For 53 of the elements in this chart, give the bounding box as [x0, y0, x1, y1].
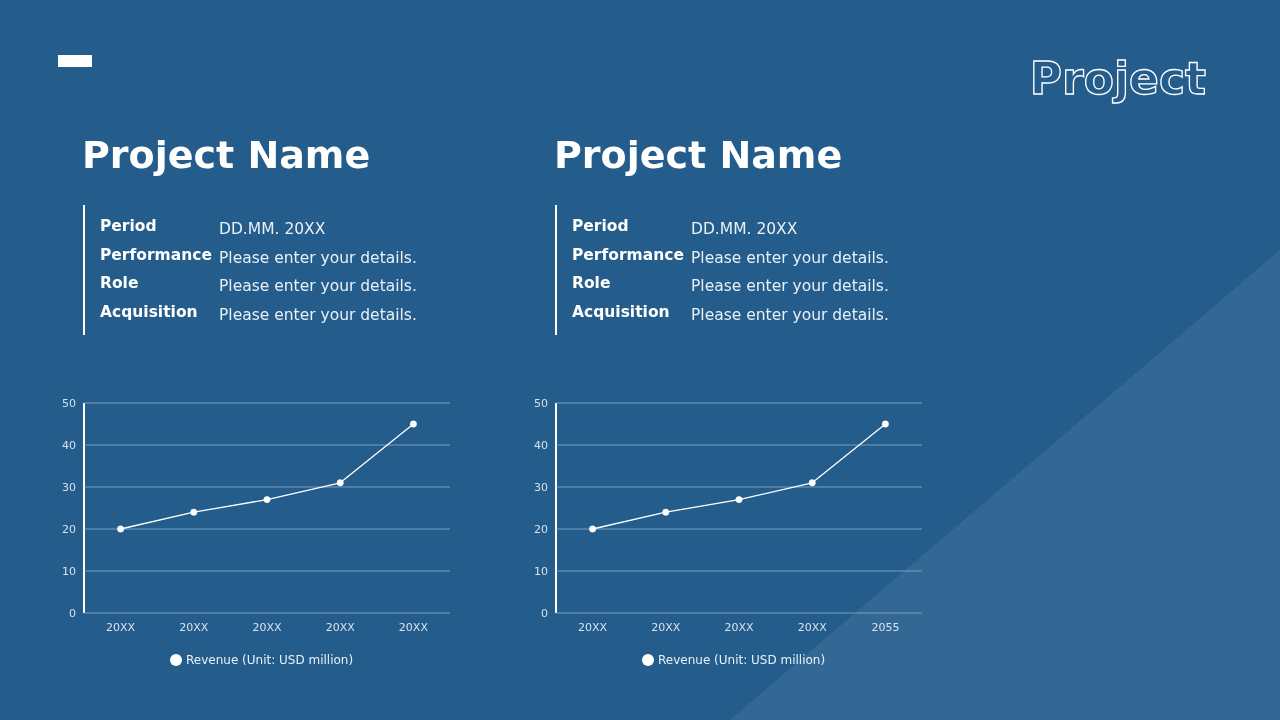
point	[808, 479, 816, 487]
legend-label: Revenue (Unit: USD million)	[186, 653, 354, 667]
point	[190, 508, 198, 516]
text: Please enter your details.	[691, 306, 889, 325]
text: Performance	[572, 245, 684, 264]
y-tick-label: 20	[534, 523, 548, 536]
point	[117, 525, 125, 533]
text: DD.MM. 20XX	[691, 220, 798, 238]
text: Performance	[100, 245, 212, 264]
x-tick-label: 20XX	[578, 621, 608, 634]
point	[263, 496, 271, 504]
point	[662, 508, 670, 516]
x-tick-label: 20XX	[325, 621, 356, 634]
x-tick-label: 2055	[871, 621, 900, 634]
text: Please enter your details.	[691, 277, 889, 296]
y-tick-label: 30	[534, 481, 548, 494]
y-tick-label: 50	[62, 397, 76, 410]
point	[735, 496, 743, 504]
legend-label: Revenue (Unit: USD million)	[658, 653, 826, 667]
text: Please enter your details.	[219, 277, 417, 296]
y-tick-label: 10	[62, 565, 76, 578]
text: Acquisition	[100, 303, 198, 322]
text: Role	[100, 274, 139, 293]
x-tick-label: 20XX	[179, 621, 209, 634]
text: Period	[572, 217, 629, 235]
text: Period	[100, 217, 157, 235]
x-tick-label: 20XX	[651, 621, 681, 634]
y-tick-label: 40	[534, 439, 548, 452]
point	[409, 420, 417, 428]
y-tick-label: 0	[69, 607, 76, 620]
y-tick-label: 50	[534, 397, 548, 410]
point	[881, 420, 889, 428]
chart-title: Project Name	[82, 133, 371, 177]
point	[589, 525, 597, 533]
text: Role	[572, 274, 611, 293]
chart-title: Project Name	[554, 133, 843, 177]
y-tick-label: 20	[62, 523, 76, 536]
text: Please enter your details.	[219, 306, 417, 325]
text: Acquisition	[572, 303, 670, 322]
x-tick-label: 20XX	[252, 621, 282, 634]
y-tick-label: 30	[62, 481, 76, 494]
x-tick-label: 20XX	[398, 621, 429, 634]
y-tick-label: 10	[534, 565, 548, 578]
text: DD.MM. 20XX	[219, 220, 326, 238]
point	[336, 479, 344, 487]
y-tick-label: 0	[541, 607, 548, 620]
text: Project	[1029, 53, 1206, 104]
y-tick-label: 40	[62, 439, 76, 452]
x-tick-label: 20XX	[797, 621, 828, 634]
x-tick-label: 20XX	[724, 621, 754, 634]
text: Please enter your details.	[691, 248, 889, 267]
text: Please enter your details.	[219, 248, 417, 267]
x-tick-label: 20XX	[106, 621, 136, 634]
